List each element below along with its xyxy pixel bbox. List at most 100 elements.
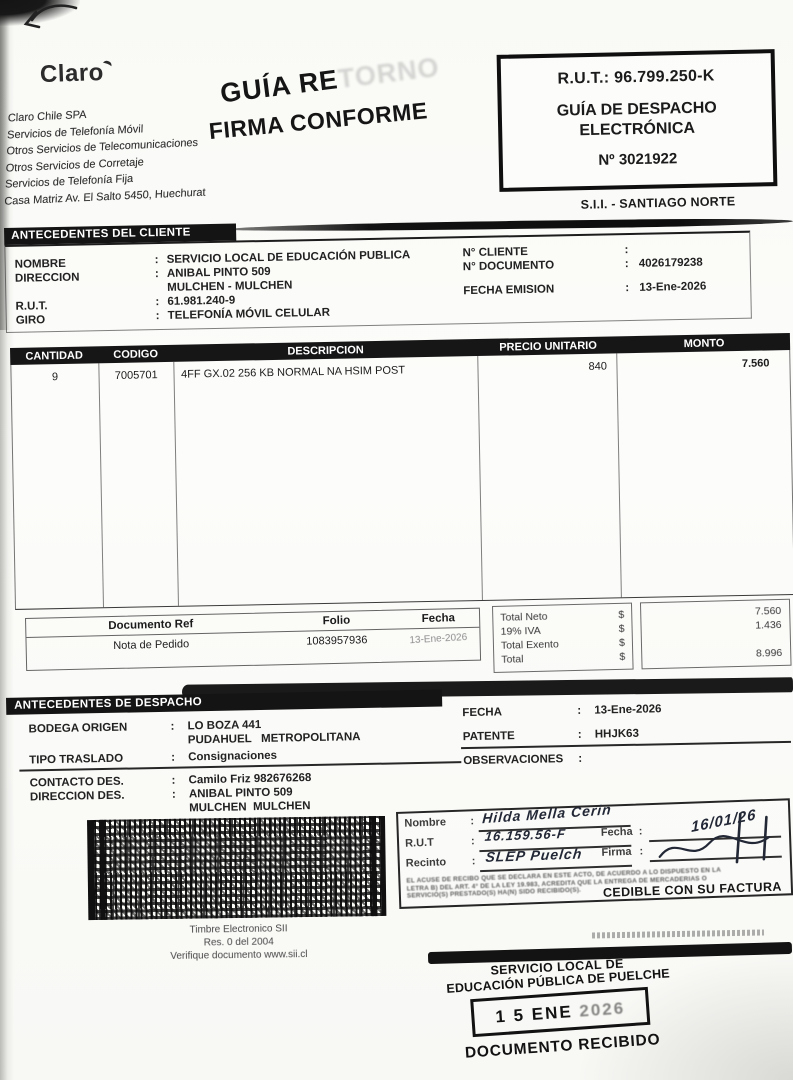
- currency: $: [618, 636, 626, 649]
- totals-values: 7.560 1.436 8.996: [639, 598, 792, 670]
- colon: :: [471, 855, 476, 868]
- col-precio-unitario: PRECIO UNITARIO: [499, 339, 597, 354]
- tipo-traslado: Consignaciones: [188, 749, 278, 764]
- colon: :: [624, 244, 629, 257]
- rut-box: R.U.T.: 96.799.250-K GUÍA DE DESPACHO EL…: [496, 49, 778, 192]
- colon: :: [155, 310, 160, 323]
- colon: :: [171, 788, 176, 801]
- pen-mark: [23, 4, 78, 29]
- stamp-line1-faded: TORNO: [336, 51, 442, 95]
- received-date-year: 2026: [578, 998, 626, 1021]
- item-precio-unitario: 840: [478, 353, 623, 600]
- tipo-traslado-label: TIPO TRASLADO: [29, 752, 124, 767]
- totals-box: Total Neto $ 19% IVA $ Total Exento $ Total…: [492, 598, 792, 676]
- items-table: CANTIDAD CODIGO DESCRIPCION PRECIO UNITA…: [10, 333, 793, 610]
- client-rut-label: R.U.T.: [15, 300, 48, 313]
- item-cantidad: 9: [11, 363, 104, 609]
- colon: :: [155, 296, 160, 309]
- illegible-microtext: [591, 929, 765, 939]
- documento-recibido-stamp: SERVICIO LOCAL DE EDUCACIÓN PÚBLICA DE P…: [421, 951, 699, 1066]
- patente-label: PATENTE: [462, 730, 515, 744]
- items-body: 9 7005701 4FF GX.02 256 KB NORMAL NA HSI…: [10, 350, 793, 610]
- dispatch-fecha-label: FECHA: [462, 706, 503, 720]
- claro-logo-text: Claro: [39, 58, 105, 89]
- handwritten-rut: 16.159.56-F: [484, 826, 567, 844]
- client-rut: 61.981.240-9: [167, 294, 236, 308]
- doc-ref-fecha: 13-Ene-2026: [409, 631, 468, 646]
- doc-ref-col: Documento Ref: [108, 618, 194, 633]
- pdf417-barcode: [87, 815, 387, 921]
- colon: :: [154, 254, 159, 267]
- client-giro-label: GIRO: [15, 314, 46, 327]
- client-section: ANTECEDENTES DEL CLIENTE NOMBRE : SERVIC…: [4, 214, 758, 336]
- colon: :: [170, 720, 175, 733]
- supplier-info: Claro Chile SPA Servicios de Telefonía M…: [4, 101, 209, 209]
- timbre-line3: Verifique documento www.sii.cl: [170, 949, 308, 962]
- currency: $: [618, 622, 625, 635]
- item-codigo: 7005701: [99, 361, 179, 608]
- item-descripcion: 4FF GX.02 256 KB NORMAL NA HSIM POST: [173, 356, 483, 606]
- colon: :: [578, 752, 583, 765]
- doc-ref-type: Nota de Pedido: [113, 638, 190, 653]
- bodega-1: LO BOZA 441: [187, 718, 262, 733]
- receipt-recinto-label: Recinto: [405, 856, 447, 870]
- doc-ref-table: Documento Ref Folio Fecha Nota de Pedido…: [25, 607, 482, 671]
- dispatch-section: ANTECEDENTES DE DESPACHO BODEGA ORIGEN :…: [0, 683, 793, 818]
- folio-col: Folio: [322, 614, 351, 628]
- totals-labels: Total Neto $ 19% IVA $ Total Exento $ Total…: [492, 602, 634, 673]
- scan-corner-noise: [573, 950, 793, 1080]
- signature-scribble: [658, 812, 771, 864]
- observaciones-label: OBSERVACIONES: [463, 753, 564, 768]
- fecha-col: Fecha: [421, 612, 456, 625]
- colon: :: [639, 845, 644, 858]
- client-address-2: MULCHEN - MULCHEN: [167, 279, 293, 294]
- total-value: 8.996: [755, 646, 783, 660]
- direccion-des-label: DIRECCION DES.: [29, 789, 125, 804]
- received-date-box: 1 5 ENE 2026: [470, 986, 651, 1038]
- colon: :: [154, 268, 159, 281]
- col-codigo: CODIGO: [113, 347, 159, 361]
- claro-logo: Claro: [39, 58, 113, 89]
- client-address-1: ANIBAL PINTO 509: [166, 265, 271, 280]
- item-monto: 7.560: [741, 357, 770, 370]
- contacto: Camilo Friz 982676268: [188, 772, 312, 787]
- direccion-des-1: ANIBAL PINTO 509: [188, 786, 293, 801]
- client-name-label: NOMBRE: [14, 257, 66, 271]
- receipt-firma-label: Firma: [601, 845, 632, 859]
- receipt-rut-label: R.U.T: [404, 836, 435, 850]
- stamp-line1: GUÍA RE: [218, 64, 340, 109]
- issue-date-value: 13-Ene-2026: [639, 280, 707, 294]
- client-address-label: DIRECCION: [14, 271, 80, 285]
- contacto-label: CONTACTO DES.: [29, 775, 124, 790]
- currency: $: [619, 650, 626, 663]
- col-monto: MONTO: [683, 336, 725, 350]
- sii-office: S.I.I. - SANTIAGO NORTE: [580, 194, 736, 212]
- currency: $: [618, 608, 625, 621]
- iva-label: 19% IVA: [500, 624, 541, 638]
- issue-date-label: FECHA EMISION: [463, 283, 555, 298]
- doc-number-value: 4026179238: [638, 256, 703, 270]
- scan-edge-shadow-top: [0, 0, 10, 330]
- total-label: Total: [501, 653, 524, 666]
- doc-type-line2: ELECTRÓNICA: [579, 119, 696, 140]
- dispatch-fecha: 13-Ene-2026: [594, 703, 662, 717]
- dispatch-section-title: ANTECEDENTES DE DESPACHO: [5, 689, 443, 715]
- colon: :: [625, 282, 630, 295]
- bodega-2: PUDAHUEL METROPOLITANA: [187, 731, 361, 747]
- col-cantidad: CANTIDAD: [25, 349, 83, 363]
- firma-conforme-stamp: GUÍA RETORNO FIRMA CONFORME: [203, 52, 446, 148]
- client-number-label: N° CLIENTE: [462, 245, 528, 260]
- colon: :: [171, 774, 176, 787]
- colon: :: [624, 258, 629, 271]
- colon: :: [638, 825, 643, 838]
- total-neto-label: Total Neto: [500, 610, 548, 624]
- direccion-des-2: MULCHEN MULCHEN: [189, 800, 311, 815]
- colon: :: [470, 835, 475, 848]
- receipt-nombre-label: Nombre: [404, 816, 447, 830]
- handwritten-recinto: SLEP Puelch: [484, 845, 584, 865]
- colon: :: [470, 815, 475, 828]
- colon: :: [577, 728, 582, 741]
- received-date: 1 5 ENE: [494, 1002, 574, 1027]
- timbre-block: Timbre Electronico SII Res. 0 del 2004 V…: [87, 815, 389, 964]
- doc-ref-folio: 1083957936: [306, 634, 368, 648]
